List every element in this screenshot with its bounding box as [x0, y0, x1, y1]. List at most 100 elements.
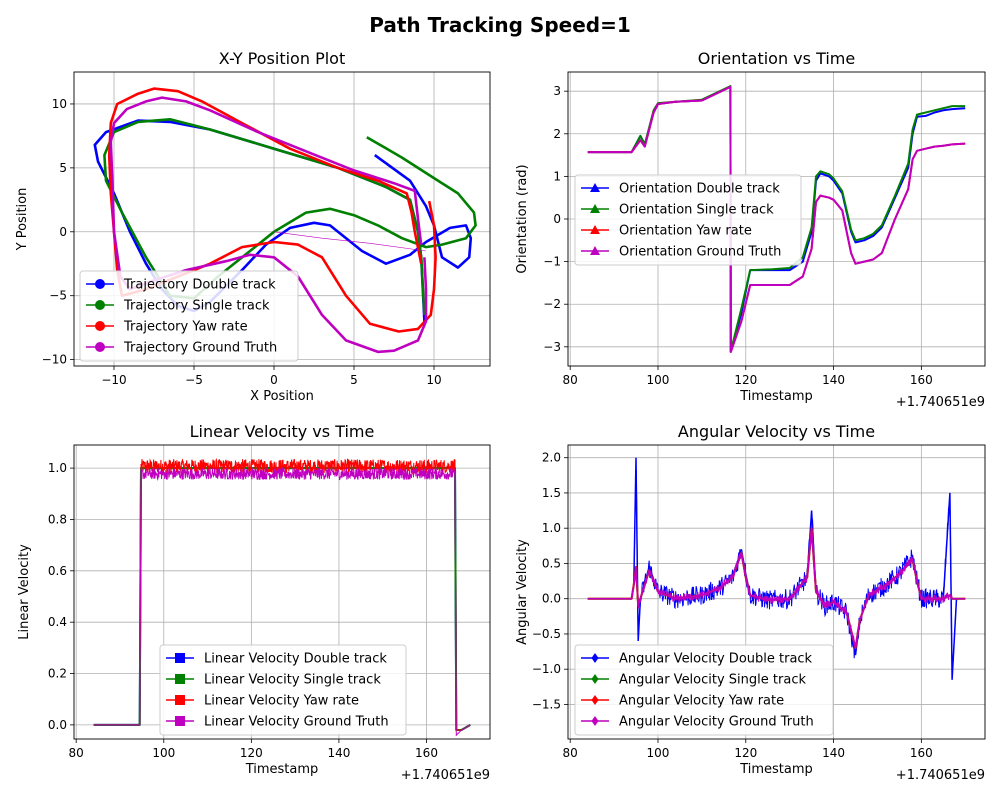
tick-label-x: −10 [101, 373, 126, 387]
axes-frame [567, 444, 986, 740]
legend-marker [175, 716, 185, 726]
tick-label-y: 1 [553, 169, 561, 183]
panel-title: Angular Velocity vs Time [678, 422, 875, 441]
legend-box [574, 644, 834, 736]
tick-label-y: 2.0 [542, 451, 561, 465]
legend-label: Linear Velocity Yaw rate [204, 694, 359, 709]
panel-title: Orientation vs Time [698, 49, 855, 68]
legend-label: Trajectory Yaw rate [123, 320, 248, 335]
legend-label: Orientation Double track [619, 182, 780, 197]
series-group [93, 458, 471, 737]
legend-label: Orientation Ground Truth [619, 245, 781, 260]
legend-label: Angular Velocity Double track [619, 652, 813, 667]
tick-label-y: −3 [543, 340, 561, 354]
tick-label-x: 160 [415, 746, 438, 760]
tick-label-x: 120 [734, 746, 757, 760]
tick-label-y: 2 [553, 127, 561, 141]
tick-label-y: 1.0 [48, 461, 67, 475]
y-axis-label: Y Position [15, 188, 30, 252]
figure-title: Path Tracking Speed=1 [369, 13, 631, 37]
series-line [93, 467, 471, 737]
legend-marker [95, 279, 105, 289]
legend-label: Orientation Yaw rate [619, 224, 752, 239]
tick-label-y: −1.5 [532, 697, 561, 711]
legend: Orientation Double track Orientation Sing… [574, 174, 802, 266]
x-axis-label: X Position [250, 389, 314, 404]
legend-marker [175, 695, 185, 705]
x-axis-label: Timestamp [245, 762, 319, 777]
x-axis-label: Timestamp [739, 762, 813, 777]
tick-label-x: 80 [563, 373, 578, 387]
legend-label: Linear Velocity Double track [204, 652, 387, 667]
legend: Angular Velocity Double track Angular Vel… [574, 644, 834, 736]
tick-label-y: −1 [543, 255, 561, 269]
tick-label-y: 0 [553, 212, 561, 226]
legend-marker [591, 695, 599, 705]
chart-panel-angvel: 80 100 120 140 160 −1.5 −1.0 −0.5 0.0 0.5 1.0 1.5 2.… [515, 422, 986, 783]
tick-label-x: −5 [185, 373, 203, 387]
tick-label-x: 80 [563, 746, 578, 760]
tick-label-y: −0.5 [532, 627, 561, 641]
tick-label-x: 100 [647, 746, 670, 760]
axes-frame [73, 444, 491, 740]
tick-label-y: 1.0 [542, 521, 561, 535]
legend-marker [175, 674, 185, 684]
series-line [587, 85, 966, 353]
tick-label-x: 5 [350, 373, 358, 387]
legend-marker [95, 342, 105, 352]
tick-label-y: −10 [42, 353, 67, 367]
legend-label: Angular Velocity Yaw rate [619, 694, 784, 709]
tick-label-y: −5 [49, 289, 67, 303]
legend: Linear Velocity Double track Linear Veloc… [159, 644, 407, 736]
tick-label-x: 140 [822, 373, 845, 387]
series-line [109, 96, 428, 354]
tick-label-x: 140 [327, 746, 350, 760]
tick-label-x: 10 [426, 373, 441, 387]
legend-label: Trajectory Ground Truth [123, 341, 277, 356]
series-line [587, 528, 966, 649]
legend-marker [591, 716, 599, 726]
legend-box [79, 270, 299, 362]
series-group [587, 457, 966, 680]
chart-panel-xy: −10 −5 0 5 10 −10 −5 0 5 10 X-Y Position Plot X Pos… [15, 49, 491, 404]
legend-marker [590, 246, 600, 255]
tick-label-y: −2 [543, 297, 561, 311]
legend-label: Trajectory Double track [123, 278, 276, 293]
legend-label: Angular Velocity Single track [619, 673, 806, 688]
series-line [273, 231, 427, 252]
tick-label-y: 5 [59, 161, 67, 175]
legend-label: Orientation Single track [619, 203, 774, 218]
legend-marker [175, 653, 185, 663]
tick-label-y: 10 [52, 97, 67, 111]
x-offset-text: +1.740651e9 [896, 768, 985, 783]
tick-label-x: 80 [69, 746, 84, 760]
tick-label-y: −1.0 [532, 662, 561, 676]
series-group [587, 85, 966, 353]
legend-label: Trajectory Single track [123, 299, 270, 314]
legend-marker [95, 321, 105, 331]
tick-label-y: 0 [59, 225, 67, 239]
legend-marker [95, 300, 105, 310]
x-offset-text: +1.740651e9 [896, 395, 985, 410]
panel-title: Linear Velocity vs Time [190, 422, 375, 441]
tick-label-x: 160 [910, 373, 933, 387]
legend-label: Angular Velocity Ground Truth [619, 715, 814, 730]
y-axis-label: Angular Velocity [515, 539, 530, 645]
axes-frame [73, 71, 491, 367]
legend-marker [590, 183, 600, 192]
tick-label-x: 100 [647, 373, 670, 387]
y-axis-label: Orientation (rad) [515, 164, 530, 273]
tick-label-x: 140 [822, 746, 845, 760]
tick-label-y: 3 [553, 84, 561, 98]
tick-label-y: 0.2 [48, 667, 67, 681]
series-line [107, 87, 437, 333]
x-offset-text: +1.740651e9 [401, 768, 490, 783]
x-axis-label: Timestamp [739, 389, 813, 404]
legend-marker [590, 204, 600, 213]
legend-box [574, 174, 802, 266]
tick-label-x: 100 [152, 746, 175, 760]
legend: Trajectory Double track Trajectory Single… [79, 270, 299, 362]
chart-panel-orient: 80 100 120 140 160 −3 −2 −1 0 1 2 3 Orientation vs T… [515, 49, 986, 410]
tick-label-y: 0.0 [542, 592, 561, 606]
